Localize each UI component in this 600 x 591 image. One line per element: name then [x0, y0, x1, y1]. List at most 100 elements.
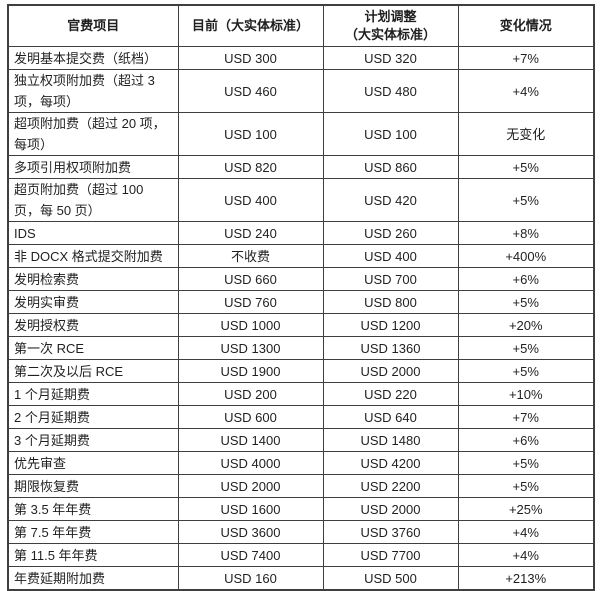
planned-fee-cell: USD 7700 [322, 543, 459, 567]
current-fee-cell: USD 4000 [177, 451, 324, 475]
current-fee-cell: USD 160 [177, 566, 324, 591]
planned-fee-cell: USD 860 [322, 155, 459, 179]
current-fee-cell: USD 1000 [177, 313, 324, 337]
change-cell: +4% [457, 520, 595, 544]
current-fee-cell: USD 400 [177, 178, 324, 222]
table-row: 第二次及以后 RCE USD 1900 USD 2000 +5% [7, 359, 595, 383]
fee-item-cell: 第二次及以后 RCE [7, 359, 179, 383]
planned-fee-cell: USD 800 [322, 290, 459, 314]
current-fee-cell: USD 600 [177, 405, 324, 429]
col-header-planned-line2: （大实体标准） [344, 27, 436, 42]
change-cell: +5% [457, 451, 595, 475]
fee-item-cell: 年费延期附加费 [7, 566, 179, 591]
table-row: 超页附加费（超过 100 页，每 50 页） USD 400 USD 420 +… [7, 178, 595, 222]
table-row: 期限恢复费 USD 2000 USD 2200 +5% [7, 474, 595, 498]
change-cell: 无变化 [457, 112, 595, 156]
fee-item-cell: 第一次 RCE [7, 336, 179, 360]
col-header-current: 目前（大实体标准） [177, 4, 324, 47]
table-row: 发明检索费 USD 660 USD 700 +6% [7, 267, 595, 291]
planned-fee-cell: USD 2000 [322, 359, 459, 383]
planned-fee-cell: USD 100 [322, 112, 459, 156]
fee-item-cell: 优先审查 [7, 451, 179, 475]
current-fee-cell: USD 1400 [177, 428, 324, 452]
table-row: 年费延期附加费 USD 160 USD 500 +213% [7, 566, 595, 591]
table-row: 发明授权费 USD 1000 USD 1200 +20% [7, 313, 595, 337]
planned-fee-cell: USD 260 [322, 221, 459, 245]
table-row: 3 个月延期费 USD 1400 USD 1480 +6% [7, 428, 595, 452]
fee-item-cell: 期限恢复费 [7, 474, 179, 498]
table-row: 优先审查 USD 4000 USD 4200 +5% [7, 451, 595, 475]
header-row: 官费项目 目前（大实体标准） 计划调整 （大实体标准） 变化情况 [7, 4, 595, 47]
planned-fee-cell: USD 500 [322, 566, 459, 591]
planned-fee-cell: USD 640 [322, 405, 459, 429]
fee-item-cell: 发明基本提交费（纸档） [7, 46, 179, 70]
current-fee-cell: USD 660 [177, 267, 324, 291]
fee-item-cell: 第 3.5 年年费 [7, 497, 179, 521]
planned-fee-cell: USD 1480 [322, 428, 459, 452]
table-row: 第 11.5 年年费 USD 7400 USD 7700 +4% [7, 543, 595, 567]
fee-table: 官费项目 目前（大实体标准） 计划调整 （大实体标准） 变化情况 发明基本提交费… [7, 4, 595, 591]
table-row: 发明实审费 USD 760 USD 800 +5% [7, 290, 595, 314]
table-row: 多项引用权项附加费 USD 820 USD 860 +5% [7, 155, 595, 179]
fee-item-cell: 超页附加费（超过 100 页，每 50 页） [7, 178, 179, 222]
change-cell: +6% [457, 267, 595, 291]
current-fee-cell: USD 240 [177, 221, 324, 245]
planned-fee-cell: USD 220 [322, 382, 459, 406]
current-fee-cell: USD 1900 [177, 359, 324, 383]
table-row: 非 DOCX 格式提交附加费 不收费 USD 400 +400% [7, 244, 595, 268]
planned-fee-cell: USD 400 [322, 244, 459, 268]
current-fee-cell: USD 7400 [177, 543, 324, 567]
current-fee-cell: USD 3600 [177, 520, 324, 544]
change-cell: +8% [457, 221, 595, 245]
change-cell: +4% [457, 543, 595, 567]
change-cell: +5% [457, 155, 595, 179]
table-header: 官费项目 目前（大实体标准） 计划调整 （大实体标准） 变化情况 [7, 4, 595, 47]
planned-fee-cell: USD 320 [322, 46, 459, 70]
fee-item-cell: 第 7.5 年年费 [7, 520, 179, 544]
change-cell: +6% [457, 428, 595, 452]
col-header-fee-item: 官费项目 [7, 4, 179, 47]
col-header-change: 变化情况 [457, 4, 595, 47]
change-cell: +7% [457, 46, 595, 70]
table-row: 独立权项附加费（超过 3 项，每项） USD 460 USD 480 +4% [7, 69, 595, 113]
change-cell: +400% [457, 244, 595, 268]
fee-item-cell: 第 11.5 年年费 [7, 543, 179, 567]
change-cell: +25% [457, 497, 595, 521]
current-fee-cell: USD 300 [177, 46, 324, 70]
change-cell: +5% [457, 359, 595, 383]
current-fee-cell: USD 2000 [177, 474, 324, 498]
table-row: IDS USD 240 USD 260 +8% [7, 221, 595, 245]
fee-item-cell: 发明检索费 [7, 267, 179, 291]
change-cell: +4% [457, 69, 595, 113]
current-fee-cell: USD 1300 [177, 336, 324, 360]
fee-item-cell: IDS [7, 221, 179, 245]
fee-item-cell: 发明实审费 [7, 290, 179, 314]
current-fee-cell: USD 1600 [177, 497, 324, 521]
current-fee-cell: 不收费 [177, 244, 324, 268]
col-header-planned: 计划调整 （大实体标准） [322, 4, 459, 47]
change-cell: +5% [457, 474, 595, 498]
change-cell: +20% [457, 313, 595, 337]
change-cell: +7% [457, 405, 595, 429]
fee-item-cell: 超项附加费（超过 20 项，每项） [7, 112, 179, 156]
current-fee-cell: USD 460 [177, 69, 324, 113]
change-cell: +213% [457, 566, 595, 591]
fee-item-cell: 3 个月延期费 [7, 428, 179, 452]
table-row: 1 个月延期费 USD 200 USD 220 +10% [7, 382, 595, 406]
change-cell: +5% [457, 336, 595, 360]
fee-table-body: 发明基本提交费（纸档） USD 300 USD 320 +7% 独立权项附加费（… [7, 46, 595, 591]
fee-item-cell: 发明授权费 [7, 313, 179, 337]
planned-fee-cell: USD 1200 [322, 313, 459, 337]
fee-item-cell: 非 DOCX 格式提交附加费 [7, 244, 179, 268]
current-fee-cell: USD 820 [177, 155, 324, 179]
change-cell: +10% [457, 382, 595, 406]
change-cell: +5% [457, 178, 595, 222]
planned-fee-cell: USD 3760 [322, 520, 459, 544]
planned-fee-cell: USD 700 [322, 267, 459, 291]
planned-fee-cell: USD 2200 [322, 474, 459, 498]
fee-item-cell: 独立权项附加费（超过 3 项，每项） [7, 69, 179, 113]
fee-item-cell: 1 个月延期费 [7, 382, 179, 406]
current-fee-cell: USD 760 [177, 290, 324, 314]
table-row: 第 7.5 年年费 USD 3600 USD 3760 +4% [7, 520, 595, 544]
table-row: 第 3.5 年年费 USD 1600 USD 2000 +25% [7, 497, 595, 521]
